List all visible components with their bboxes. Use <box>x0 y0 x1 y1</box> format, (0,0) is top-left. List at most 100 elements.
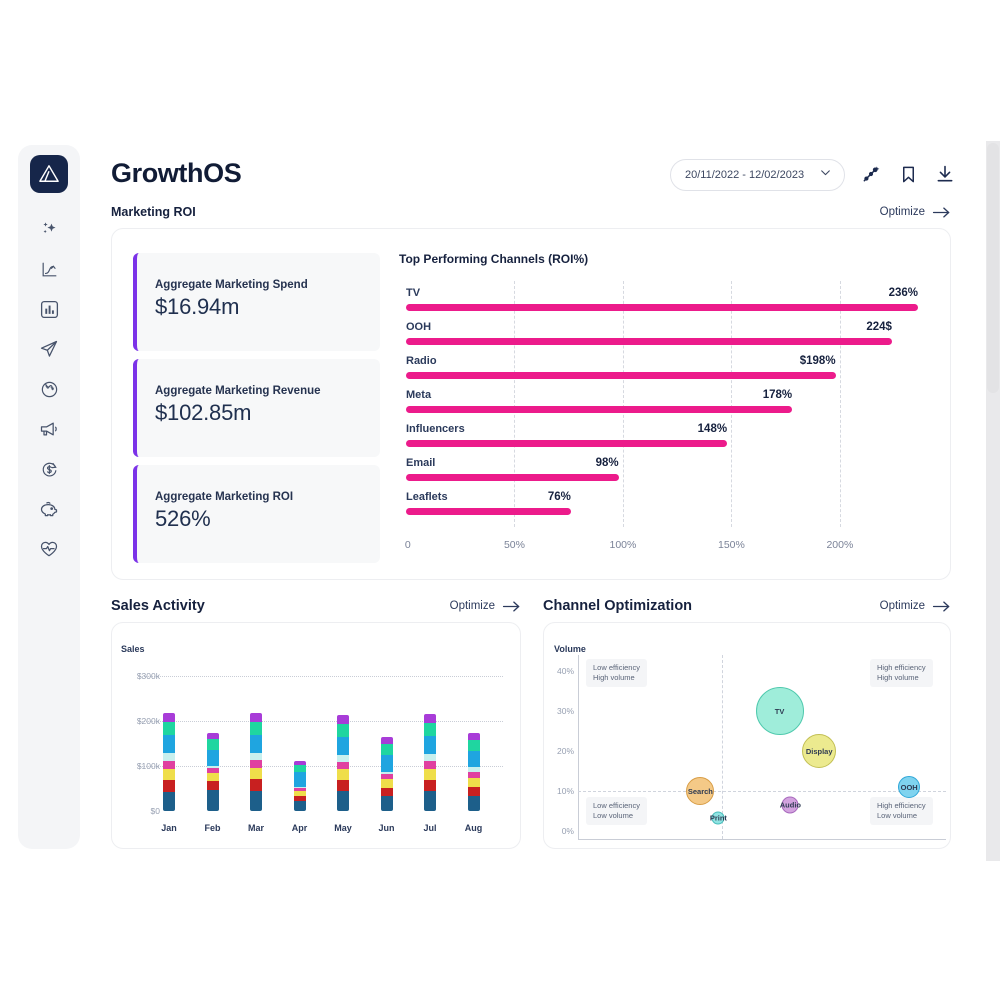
stacked-bar[interactable] <box>424 713 436 811</box>
sidebar-item-paper-plane-icon[interactable] <box>29 329 69 369</box>
sales-ytick: $300k <box>136 670 160 681</box>
page-scrollbar-thumb[interactable] <box>987 143 999 393</box>
sidebar-item-heart-pulse-icon[interactable] <box>29 529 69 569</box>
bar-chart-gridline <box>622 281 624 527</box>
channel-optimization-title: Channel Optimization <box>543 598 693 614</box>
bar-category-label: Meta <box>406 389 432 401</box>
sidebar-item-dollar-refresh-icon[interactable] <box>29 449 69 489</box>
channel-optimization-optimize-link[interactable]: Optimize <box>880 600 951 613</box>
stacked-bar-segment <box>206 739 219 750</box>
stacked-bar-segment <box>250 790 262 811</box>
growthos-logo[interactable] <box>30 155 68 193</box>
stacked-bar-segment <box>467 772 480 778</box>
bar-value-label: $198% <box>799 355 836 367</box>
sales-ytick: $0 <box>150 806 160 816</box>
stacked-bar-segment <box>380 771 393 774</box>
sidebar-item-bar-chart-icon[interactable] <box>29 289 69 329</box>
stacked-bar-segment <box>206 772 219 782</box>
bar-chart-gridline <box>731 281 733 527</box>
stacked-bar[interactable] <box>163 713 175 811</box>
channel-optimization-section-header: Channel Optimization Optimize <box>543 598 951 614</box>
stacked-bar-segment <box>380 773 393 780</box>
stacked-bar[interactable] <box>206 732 219 811</box>
bubble-quadrant-label: Low efficiency High volume <box>586 659 647 688</box>
sidebar <box>18 145 80 849</box>
sidebar-item-curve-chart-icon[interactable] <box>29 249 69 289</box>
bar-fill <box>406 406 793 413</box>
stacked-bar-segment <box>293 764 306 772</box>
sidebar-item-sparkles-icon[interactable] <box>29 209 69 249</box>
bar-value-label: 224$ <box>866 321 892 333</box>
stacked-bar-segment <box>293 801 306 811</box>
bubble-ytick: 30% <box>556 706 574 716</box>
bar-chart-xtick: 0 <box>404 539 411 551</box>
marketing-roi-title: Marketing ROI <box>111 205 196 219</box>
bubble-ytick: 20% <box>556 746 574 756</box>
stacked-bar-segment <box>293 788 306 792</box>
kpi-card-1: Aggregate Marketing Revenue $102.85m <box>133 359 380 457</box>
magic-wand-icon[interactable] <box>858 161 884 187</box>
bar-chart-gridline <box>839 281 841 527</box>
bookmark-icon[interactable] <box>895 161 921 187</box>
sales-activity-section-header: Sales Activity Optimize <box>111 598 521 614</box>
stacked-bar-segment <box>380 737 393 744</box>
bubble-axis-line <box>578 839 946 840</box>
quadrant-label-line2: Low volume <box>877 811 918 821</box>
stacked-bar-segment <box>424 754 436 762</box>
quadrant-label-line2: High volume <box>877 673 919 683</box>
marketing-roi-optimize-link[interactable]: Optimize <box>880 206 951 219</box>
quadrant-label-line1: High efficiency <box>877 663 926 672</box>
bar-fill <box>406 474 619 481</box>
sales-xtick: Jan <box>161 823 177 833</box>
marketing-roi-section-header: Marketing ROI Optimize <box>111 205 951 219</box>
bubble-point[interactable]: Print <box>709 811 727 825</box>
bubble-point[interactable]: Search <box>686 777 715 805</box>
stacked-bar[interactable] <box>467 733 480 811</box>
stacked-bar-segment <box>424 761 436 769</box>
bar-chart-xtick: 200% <box>826 539 854 551</box>
stacked-bar-segment <box>163 713 175 723</box>
quadrant-label-line1: High efficiency <box>877 801 926 810</box>
stacked-bar-segment <box>250 779 262 791</box>
bubble-ytick: 0% <box>561 826 574 836</box>
stacked-bar-segment <box>424 768 436 780</box>
top-channels-chart-title: Top Performing Channels (ROI%) <box>399 252 589 266</box>
sales-gridline <box>138 720 503 722</box>
bar-chart-gridline <box>514 281 516 527</box>
sidebar-item-megaphone-icon[interactable] <box>29 409 69 449</box>
stacked-bar[interactable] <box>293 761 306 811</box>
sales-gridline <box>138 675 503 677</box>
sidebar-item-globe-icon[interactable] <box>29 369 69 409</box>
download-icon[interactable] <box>932 161 958 187</box>
stacked-bar-segment <box>293 761 306 765</box>
stacked-bar-segment <box>467 795 480 811</box>
bubble-point[interactable]: Audio <box>780 796 801 814</box>
bar-category-label: TV <box>406 287 421 299</box>
sidebar-item-piggy-bank-icon[interactable] <box>29 489 69 529</box>
stacked-bar-segment <box>424 722 436 737</box>
kpi-label: Aggregate Marketing Revenue <box>155 385 321 397</box>
sales-activity-card <box>111 622 521 849</box>
stacked-bar-segment <box>467 787 480 796</box>
bubble-quadrant-divider-horizontal <box>578 791 946 792</box>
bubble-point[interactable]: TV <box>755 687 804 735</box>
stacked-bar-segment <box>163 761 175 769</box>
sales-activity-optimize-link[interactable]: Optimize <box>450 600 521 613</box>
sales-xtick: Apr <box>291 823 308 833</box>
arrow-right-icon <box>932 600 950 612</box>
sales-chart-ylabel: Sales <box>121 644 145 654</box>
bubble-point[interactable]: OOH <box>898 776 921 798</box>
stacked-bar[interactable] <box>250 712 262 811</box>
stacked-bar-segment <box>163 722 175 736</box>
page-scrollbar-track[interactable] <box>986 141 1000 861</box>
stacked-bar-segment <box>206 732 219 740</box>
bubble-quadrant-label: High efficiency Low volume <box>870 797 933 826</box>
sales-xtick: Jul <box>423 823 437 833</box>
stacked-bar-segment <box>337 714 349 724</box>
date-range-picker[interactable]: 20/11/2022 - 12/02/2023 <box>670 159 845 191</box>
stacked-bar[interactable] <box>380 737 393 811</box>
bar-fill <box>406 372 836 379</box>
sales-xtick: May <box>334 823 352 833</box>
stacked-bar[interactable] <box>337 714 349 811</box>
bubble-point[interactable]: Display <box>802 734 837 768</box>
